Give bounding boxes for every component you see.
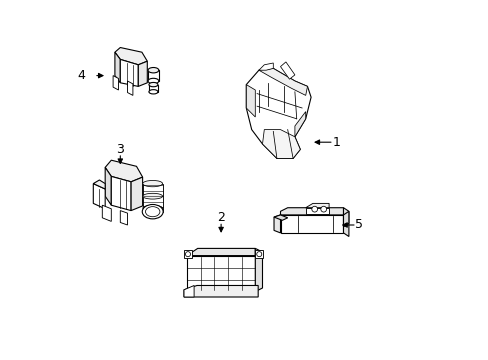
Polygon shape [246,68,310,158]
Polygon shape [255,248,262,292]
Polygon shape [148,70,159,81]
Ellipse shape [142,193,163,199]
Circle shape [256,252,261,257]
Polygon shape [102,205,111,221]
Text: 4: 4 [78,69,85,82]
Polygon shape [183,285,194,297]
Polygon shape [148,85,158,92]
Text: 2: 2 [217,211,224,224]
Polygon shape [120,59,138,86]
Polygon shape [258,63,273,70]
Polygon shape [120,211,127,225]
Text: 1: 1 [332,136,340,149]
Polygon shape [305,208,328,214]
Polygon shape [105,167,111,205]
Polygon shape [115,52,120,83]
Polygon shape [343,208,348,237]
Polygon shape [262,130,300,158]
Polygon shape [127,81,133,95]
Polygon shape [305,203,328,208]
Polygon shape [93,184,105,209]
Ellipse shape [149,82,158,87]
Ellipse shape [142,204,163,219]
Ellipse shape [148,68,159,73]
Circle shape [320,206,326,212]
Polygon shape [131,177,142,211]
Polygon shape [258,68,307,95]
Text: 3: 3 [116,143,124,156]
Ellipse shape [149,90,158,94]
Polygon shape [246,85,255,117]
Polygon shape [186,248,255,256]
Polygon shape [294,112,305,137]
Text: 5: 5 [354,219,362,231]
Ellipse shape [142,205,163,211]
Polygon shape [113,76,118,90]
Polygon shape [273,215,287,220]
Polygon shape [343,211,348,227]
Ellipse shape [145,207,160,217]
Polygon shape [273,215,280,233]
Polygon shape [115,48,147,65]
Polygon shape [105,160,142,182]
Polygon shape [111,176,131,211]
Bar [255,250,263,258]
Polygon shape [280,215,343,233]
Polygon shape [183,285,258,297]
Polygon shape [280,62,294,79]
Polygon shape [280,208,343,215]
Bar [183,250,192,258]
Circle shape [185,252,190,257]
Polygon shape [93,180,105,189]
Polygon shape [142,184,163,212]
Polygon shape [138,61,147,86]
Polygon shape [186,256,255,292]
Ellipse shape [148,78,159,84]
Circle shape [311,206,317,212]
Ellipse shape [142,180,163,187]
